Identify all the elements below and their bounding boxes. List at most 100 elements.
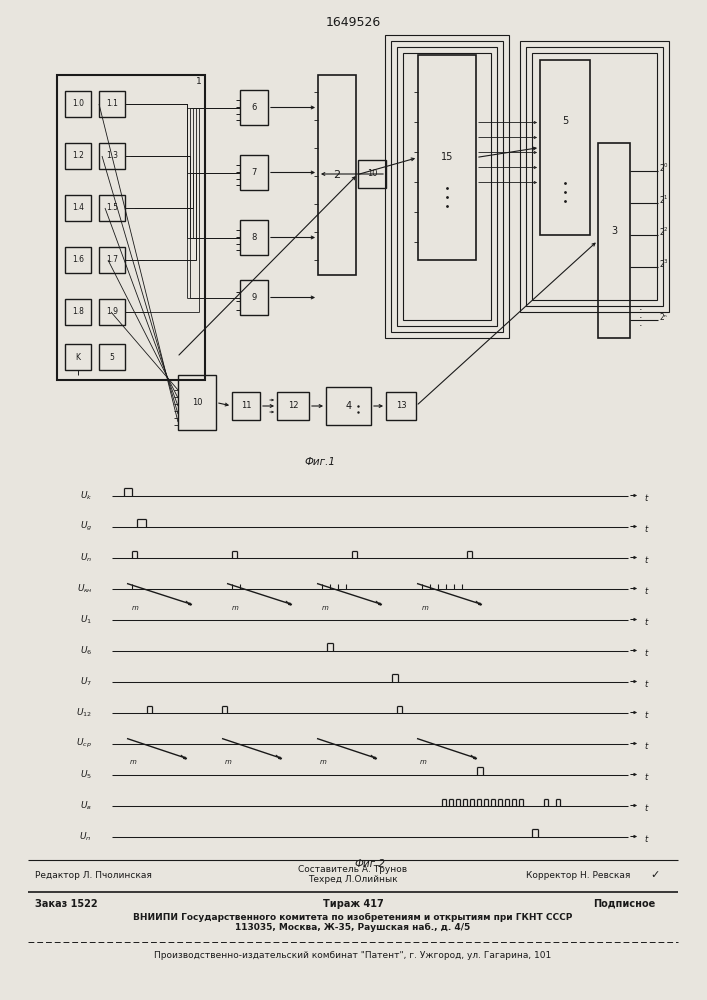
Text: m: m: [320, 760, 327, 766]
Bar: [232, 392, 260, 420]
Text: 2$^3$: 2$^3$: [659, 258, 669, 270]
Bar: [326, 387, 371, 425]
Text: $U_{cp}$: $U_{cp}$: [76, 737, 92, 750]
Text: 5: 5: [110, 353, 115, 361]
Text: ВНИИПИ Государственного комитета по изобретениям и открытиям при ГКНТ СССР: ВНИИПИ Государственного комитета по изоб…: [134, 912, 573, 922]
Bar: [598, 143, 630, 338]
Text: 13: 13: [396, 401, 407, 410]
Bar: [358, 160, 386, 188]
Text: 7: 7: [251, 168, 257, 177]
Text: 1.2: 1.2: [72, 151, 84, 160]
Bar: [65, 143, 91, 169]
Text: t: t: [644, 835, 648, 844]
Text: 1.3: 1.3: [106, 151, 118, 160]
Bar: [65, 91, 91, 117]
Text: ·: ·: [639, 305, 643, 315]
Text: Техред Л.Олийнык: Техред Л.Олийнык: [308, 876, 398, 884]
Text: ·: ·: [639, 313, 643, 323]
Bar: [277, 392, 309, 420]
Text: Редактор Л. Пчолинская: Редактор Л. Пчолинская: [35, 870, 152, 880]
Text: m: m: [225, 760, 231, 766]
Bar: [532, 53, 657, 300]
Text: ·: ·: [639, 321, 643, 331]
Text: t: t: [644, 525, 648, 534]
Text: Составитель А. Трунов: Составитель А. Трунов: [298, 864, 407, 874]
Text: $U_7$: $U_7$: [80, 675, 92, 688]
Text: K: K: [76, 353, 81, 361]
Bar: [240, 155, 268, 190]
Bar: [403, 53, 491, 320]
Text: m: m: [132, 605, 139, 611]
Text: $U_{12}$: $U_{12}$: [76, 706, 92, 719]
Bar: [99, 91, 125, 117]
Bar: [397, 47, 497, 326]
Text: Производственно-издательский комбинат "Патент", г. Ужгород, ул. Гагарина, 101: Производственно-издательский комбинат "П…: [154, 952, 551, 960]
Text: 1.1: 1.1: [106, 100, 118, 108]
Text: t: t: [644, 680, 648, 689]
Text: $U_в$: $U_в$: [80, 799, 92, 812]
Text: ✓: ✓: [650, 870, 660, 880]
Bar: [418, 55, 476, 260]
Bar: [520, 41, 669, 312]
Bar: [540, 60, 590, 235]
Bar: [386, 392, 416, 420]
Text: 1.5: 1.5: [106, 204, 118, 213]
Text: Фиг.2: Фиг.2: [354, 859, 385, 869]
Bar: [65, 247, 91, 273]
Text: $U_6$: $U_6$: [80, 644, 92, 657]
Text: 3: 3: [611, 226, 617, 236]
Text: t: t: [644, 494, 648, 503]
Text: $U_1$: $U_1$: [80, 613, 92, 626]
Text: $U_n$: $U_n$: [80, 551, 92, 564]
Text: t: t: [644, 649, 648, 658]
Text: t: t: [644, 556, 648, 565]
Text: 8: 8: [251, 233, 257, 242]
Text: 5: 5: [562, 116, 568, 126]
Text: t: t: [644, 618, 648, 627]
Bar: [240, 220, 268, 255]
Bar: [99, 195, 125, 221]
Text: Фиг.1: Фиг.1: [305, 457, 336, 467]
Bar: [526, 47, 663, 306]
Text: 1: 1: [196, 78, 202, 87]
Text: m: m: [232, 605, 238, 611]
Text: 1.0: 1.0: [72, 100, 84, 108]
Bar: [99, 299, 125, 325]
Text: $U_{п}$: $U_{п}$: [79, 830, 92, 843]
Bar: [178, 375, 216, 430]
Text: Тираж 417: Тираж 417: [322, 899, 383, 909]
Text: 2ⁿ: 2ⁿ: [659, 312, 667, 322]
Text: $U_k$: $U_k$: [79, 489, 92, 502]
Text: 2: 2: [334, 170, 341, 180]
Text: t: t: [644, 804, 648, 813]
Text: 12: 12: [288, 401, 298, 410]
Bar: [65, 344, 91, 370]
Text: 4: 4: [346, 401, 351, 411]
Text: 113035, Москва, Ж-35, Раушская наб., д. 4/5: 113035, Москва, Ж-35, Раушская наб., д. …: [235, 922, 471, 932]
Text: t: t: [644, 711, 648, 720]
Bar: [318, 75, 356, 275]
Text: Заказ 1522: Заказ 1522: [35, 899, 98, 909]
Bar: [99, 143, 125, 169]
Text: 2$^2$: 2$^2$: [659, 226, 669, 238]
Text: 10: 10: [367, 169, 378, 178]
Bar: [240, 280, 268, 315]
Text: 9: 9: [252, 293, 257, 302]
Text: 1.4: 1.4: [72, 204, 84, 213]
Text: $U_5$: $U_5$: [80, 768, 92, 781]
Text: 11: 11: [241, 401, 251, 410]
Text: t: t: [644, 742, 648, 751]
Bar: [391, 41, 503, 332]
Text: m: m: [419, 760, 426, 766]
Bar: [240, 90, 268, 125]
Bar: [65, 195, 91, 221]
Text: 1.7: 1.7: [106, 255, 118, 264]
Text: 1.6: 1.6: [72, 255, 84, 264]
Text: Корректор Н. Ревская: Корректор Н. Ревская: [525, 870, 630, 880]
Text: m: m: [322, 605, 329, 611]
Text: 10: 10: [192, 398, 202, 407]
Text: 2$^1$: 2$^1$: [659, 194, 669, 206]
Text: 1.8: 1.8: [72, 308, 84, 316]
Text: 6: 6: [251, 103, 257, 112]
Bar: [385, 35, 509, 338]
